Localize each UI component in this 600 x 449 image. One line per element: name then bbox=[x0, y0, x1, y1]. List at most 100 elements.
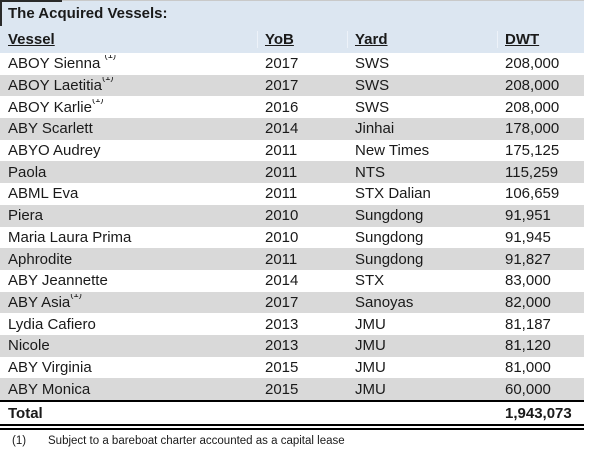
vessel-cell: ABY Jeannette bbox=[0, 272, 257, 289]
vessel-cell: ABY Scarlett bbox=[0, 120, 257, 137]
vessel-cell: Aphrodite bbox=[0, 251, 257, 268]
vessel-name: ABY Monica bbox=[8, 380, 91, 398]
vessel-name: Paola bbox=[8, 163, 47, 181]
column-header-vessel: Vessel bbox=[8, 31, 55, 48]
dwt-cell: 81,187 bbox=[505, 315, 551, 333]
yard-cell: JMU bbox=[355, 358, 386, 376]
table-header-row: Vessel YoB Yard DWT bbox=[0, 26, 584, 53]
vessel-name: ABOY Sienna bbox=[8, 55, 105, 73]
yard-cell: JMU bbox=[355, 380, 386, 398]
vessel-cell: ABOY Sienna (1) bbox=[0, 55, 257, 72]
yob-cell: 2014 bbox=[265, 120, 299, 138]
table-row: Lydia Cafiero 2013 JMU 81,187 bbox=[0, 313, 584, 335]
table-row: ABOY Sienna (1) 2017 SWS 208,000 bbox=[0, 53, 584, 75]
yob-cell: 2013 bbox=[265, 315, 299, 333]
yob-cell: 2011 bbox=[265, 250, 298, 268]
total-label: Total bbox=[8, 404, 43, 422]
vessel-name: ABOY Laetitia bbox=[8, 77, 102, 95]
dwt-cell: 208,000 bbox=[505, 55, 560, 73]
table-title: The Acquired Vessels: bbox=[0, 0, 584, 26]
vessel-name: ABY Scarlett bbox=[8, 120, 93, 138]
yob-cell: 2011 bbox=[265, 142, 298, 160]
yard-cell: SWS bbox=[355, 98, 390, 116]
yob-cell: 2015 bbox=[265, 380, 299, 398]
yard-cell: Sungdong bbox=[355, 207, 424, 225]
dwt-cell: 208,000 bbox=[505, 98, 560, 116]
dwt-cell: 91,945 bbox=[505, 228, 551, 246]
table-body: ABOY Sienna (1) 2017 SWS 208,000 ABOY Laetit… bbox=[0, 53, 584, 400]
acquired-vessels-table: The Acquired Vessels: Vessel YoB Yard DW… bbox=[0, 0, 584, 447]
vessel-cell: Maria Laura Prima bbox=[0, 229, 257, 246]
yob-cell: 2014 bbox=[265, 272, 299, 290]
yob-cell: 2011 bbox=[265, 163, 298, 181]
footnote-ref-marker: (1) bbox=[104, 55, 117, 62]
table-row: ABML Eva 2011 STX Dalian 106,659 bbox=[0, 183, 584, 205]
vessel-name: Maria Laura Prima bbox=[8, 228, 132, 246]
vessel-cell: Paola bbox=[0, 164, 257, 181]
yard-cell: STX bbox=[355, 272, 385, 290]
table-row: Maria Laura Prima 2010 Sungdong 91,945 bbox=[0, 227, 584, 249]
table-row: ABY Scarlett 2014 Jinhai 178,000 bbox=[0, 118, 584, 140]
footnote-ref-marker: (1) bbox=[91, 98, 104, 105]
footnote-ref-marker: (1) bbox=[101, 77, 114, 84]
table-row: Nicole 2013 JMU 81,120 bbox=[0, 334, 584, 357]
yob-cell: 2010 bbox=[265, 207, 299, 225]
vessel-name: ABY Jeannette bbox=[8, 272, 108, 290]
dwt-cell: 81,000 bbox=[505, 358, 551, 376]
yard-cell: JMU bbox=[355, 315, 386, 333]
yard-cell: JMU bbox=[355, 337, 386, 355]
vessel-name: Nicole bbox=[8, 337, 50, 355]
yob-cell: 2017 bbox=[265, 293, 299, 311]
dwt-cell: 60,000 bbox=[505, 380, 551, 398]
vessel-cell: ABY Asia(1) bbox=[0, 294, 257, 311]
vessel-cell: ABYO Audrey bbox=[0, 142, 257, 159]
vessel-cell: ABY Virginia bbox=[0, 359, 257, 376]
yob-cell: 2013 bbox=[265, 337, 299, 355]
dwt-cell: 208,000 bbox=[505, 77, 560, 95]
total-row: Total 1,943,073 bbox=[0, 400, 584, 424]
table-row: ABY Asia(1) 2017 Sanoyas 82,000 bbox=[0, 291, 584, 314]
table-row: ABOY Karlie(1) 2016 SWS 208,000 bbox=[0, 96, 584, 118]
footnote-text: Subject to a bareboat charter accounted … bbox=[48, 435, 345, 447]
dwt-cell: 178,000 bbox=[505, 120, 560, 138]
dwt-cell: 83,000 bbox=[505, 272, 551, 290]
vessel-cell: ABOY Karlie(1) bbox=[0, 99, 257, 116]
dwt-cell: 175,125 bbox=[505, 142, 560, 160]
table-row: Piera 2010 Sungdong 91,951 bbox=[0, 204, 584, 227]
table-title-text: The Acquired Vessels: bbox=[8, 5, 168, 22]
table-row: Paola 2011 NTS 115,259 bbox=[0, 161, 584, 184]
vessel-cell: ABY Monica bbox=[0, 381, 257, 398]
dwt-cell: 82,000 bbox=[505, 293, 551, 311]
total-dwt-value: 1,943,073 bbox=[505, 404, 572, 422]
yard-cell: SWS bbox=[355, 55, 390, 73]
vessel-cell: ABOY Laetitia(1) bbox=[0, 77, 257, 94]
yob-cell: 2015 bbox=[265, 358, 299, 376]
yard-cell: Sungdong bbox=[355, 228, 424, 246]
yard-cell: Sanoyas bbox=[355, 293, 414, 311]
vessel-name: ABML Eva bbox=[8, 185, 79, 203]
vessel-name: ABYO Audrey bbox=[8, 142, 101, 160]
vessel-name: ABY Virginia bbox=[8, 358, 92, 376]
table-row: Aphrodite 2011 Sungdong 91,827 bbox=[0, 248, 584, 270]
yard-cell: Sungdong bbox=[355, 250, 424, 268]
vessel-name: ABY Asia bbox=[8, 293, 71, 311]
yard-cell: NTS bbox=[355, 163, 385, 181]
yob-cell: 2017 bbox=[265, 55, 299, 73]
footnote-ref-marker: (1) bbox=[70, 293, 82, 300]
vessel-cell: Piera bbox=[0, 207, 257, 224]
yob-cell: 2010 bbox=[265, 228, 299, 246]
dwt-cell: 106,659 bbox=[505, 185, 560, 203]
yard-cell: Jinhai bbox=[355, 120, 395, 138]
yob-cell: 2017 bbox=[265, 77, 299, 95]
footnote: (1) Subject to a bareboat charter accoun… bbox=[0, 430, 584, 447]
vessel-cell: Nicole bbox=[0, 337, 257, 354]
double-rule bbox=[0, 424, 584, 430]
table-row: ABY Virginia 2015 JMU 81,000 bbox=[0, 357, 584, 379]
vessel-name: ABOY Karlie bbox=[8, 98, 92, 116]
column-header-yob: YoB bbox=[257, 31, 347, 48]
dwt-cell: 91,827 bbox=[505, 250, 551, 268]
vessel-cell: ABML Eva bbox=[0, 185, 257, 202]
dwt-cell: 91,951 bbox=[505, 207, 551, 225]
yard-cell: STX Dalian bbox=[355, 185, 431, 203]
table-row: ABY Jeannette 2014 STX 83,000 bbox=[0, 270, 584, 292]
